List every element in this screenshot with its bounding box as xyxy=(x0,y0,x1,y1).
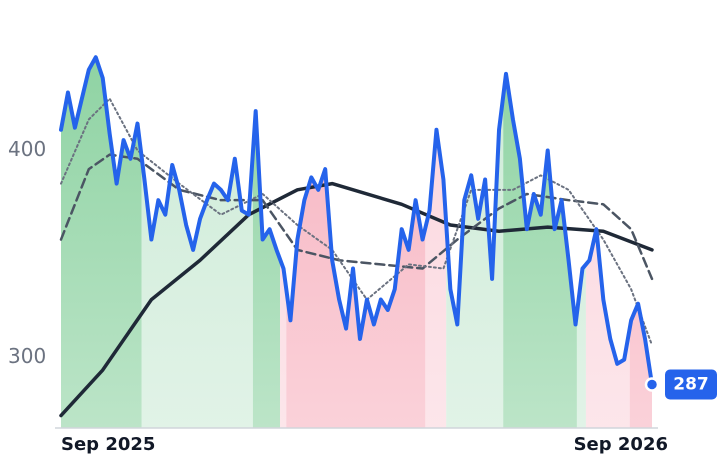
series-line xyxy=(59,55,654,387)
series-line xyxy=(59,153,654,281)
last-value-badge xyxy=(665,369,717,400)
labels: 300 400 Sep 2025 Sep 2026 287 xyxy=(8,137,717,455)
region-area xyxy=(61,57,142,428)
lines xyxy=(59,55,654,418)
regions xyxy=(61,57,652,428)
x-tick-label: Sep 2026 xyxy=(574,434,668,455)
region-area xyxy=(280,259,287,428)
y-tick-label: 400 xyxy=(8,137,46,161)
last-point xyxy=(644,377,660,392)
last-value-label: 287 xyxy=(673,375,709,395)
y-tick-label: 300 xyxy=(8,344,46,368)
series-line xyxy=(59,181,654,418)
region-area xyxy=(446,96,504,428)
region-area xyxy=(141,152,253,428)
region-area xyxy=(503,73,577,428)
x-tick-label: Sep 2025 xyxy=(61,434,155,455)
region-area xyxy=(629,303,652,428)
